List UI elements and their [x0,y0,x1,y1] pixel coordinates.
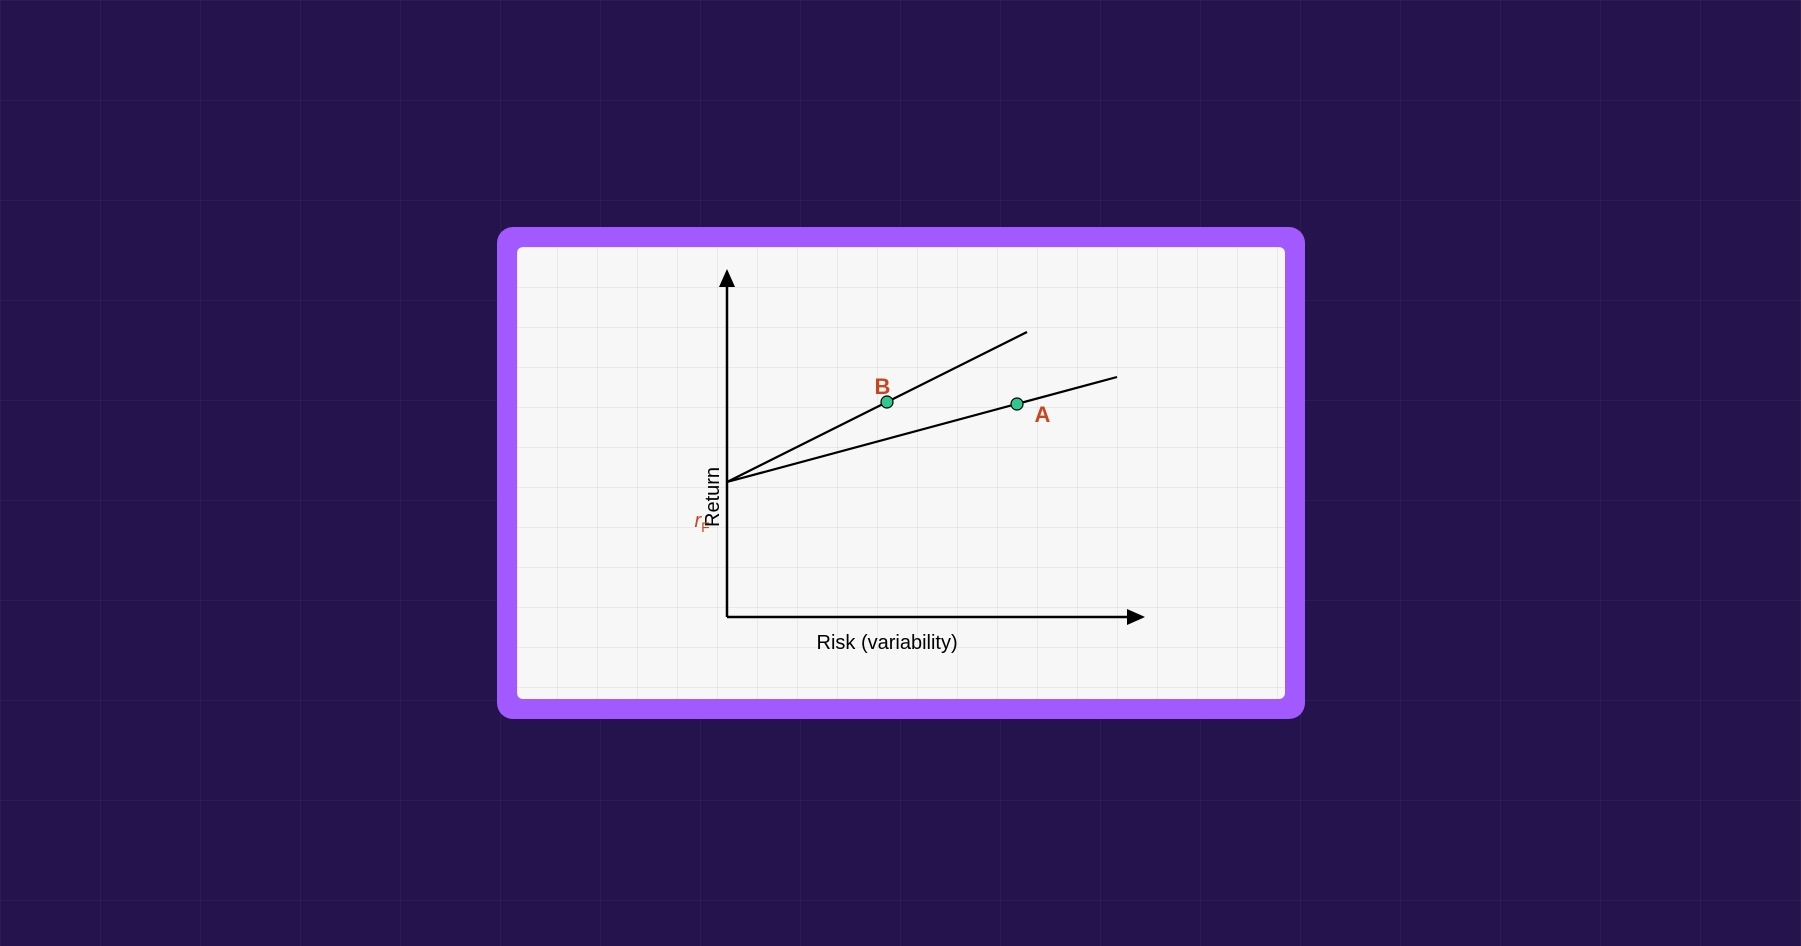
rf-label-f: F [701,519,710,535]
line-a [727,377,1117,482]
rf-label: rF [695,510,710,535]
point-a-marker [1011,398,1023,410]
point-a-label: A [1035,402,1051,428]
point-b-label: B [875,374,891,400]
x-axis-label: Risk (variability) [817,632,958,655]
y-axis-arrow [719,269,735,287]
chart-card-frame: Return Risk (variability) rF B A [497,227,1305,719]
chart-card: Return Risk (variability) rF B A [517,247,1285,699]
x-axis-arrow [1127,609,1145,625]
line-b [727,332,1027,482]
